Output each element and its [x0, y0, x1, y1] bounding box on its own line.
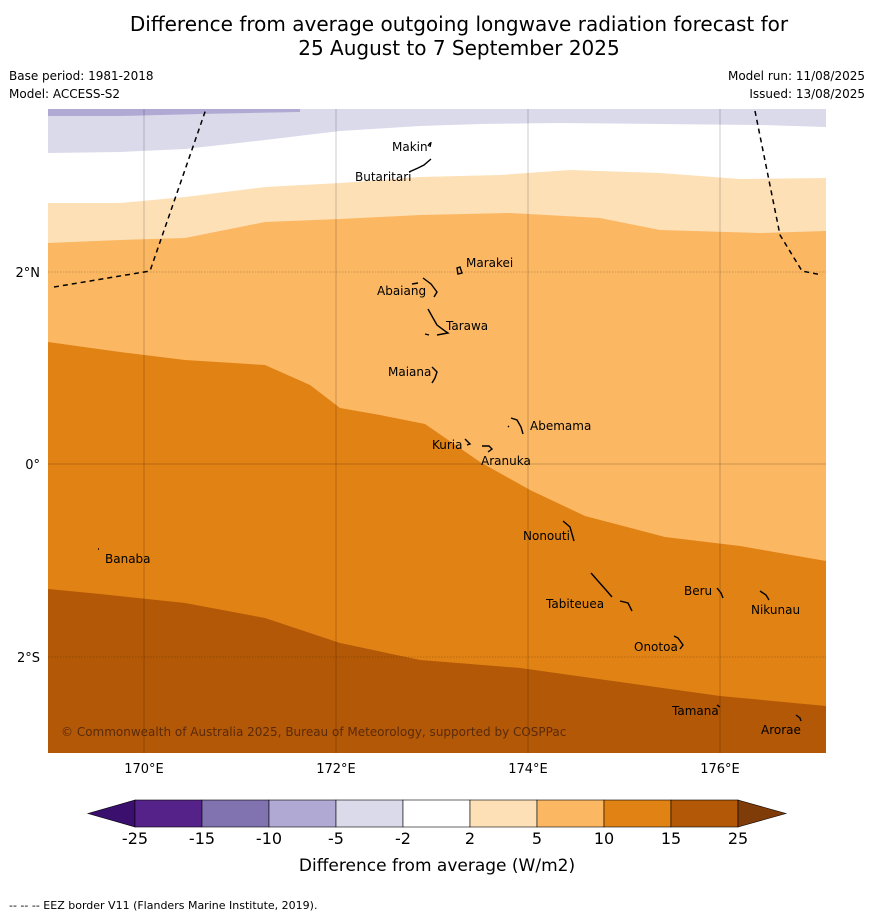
place-tamana: Tamana — [671, 704, 719, 718]
meta-left: Base period: 1981-2018 Model: ACCESS-S2 — [9, 67, 154, 103]
colorbar-tick-label: 5 — [532, 829, 542, 848]
island-nikunau — [759, 590, 770, 601]
colorbar-tick-label: 10 — [594, 829, 614, 848]
island-onotoa — [673, 635, 684, 650]
issued-date: Issued: 13/08/2025 — [749, 87, 865, 101]
colorbar-extend-low — [86, 799, 136, 828]
band-minus10-minus5 — [48, 109, 300, 116]
lat-labels: 2°N 0° 2°S — [16, 266, 41, 666]
place-banaba: Banaba — [105, 552, 151, 566]
place-maiana: Maiana — [388, 365, 431, 379]
island-arorae — [795, 714, 802, 722]
eez-footnote: -- -- -- EEZ border V11 (Flanders Marine… — [9, 899, 318, 912]
lon-label-170e: 170°E — [124, 762, 164, 777]
colorbar: -25 -15 -10 -5 -2 2 5 10 15 25 — [86, 799, 788, 848]
base-period: Base period: 1981-2018 — [9, 69, 154, 83]
island-outlines — [98, 141, 802, 722]
place-makin: Makin — [392, 140, 428, 154]
colorbar-tick-label: 2 — [465, 829, 475, 848]
island-tabiteuea — [590, 572, 633, 612]
colorbar-segment — [670, 799, 739, 828]
chart-title: Difference from average outgoing longwav… — [0, 12, 873, 60]
place-abemama: Abemama — [530, 419, 591, 433]
lat-label-2n: 2°N — [16, 266, 41, 281]
place-beru: Beru — [684, 584, 712, 598]
band-minus5-minus2 — [48, 109, 826, 153]
island-nonouti — [562, 520, 575, 542]
model-name: Model: ACCESS-S2 — [9, 87, 121, 101]
place-marakei: Marakei — [466, 256, 513, 270]
place-labels: Makin Butaritari Marakei Abaiang Tarawa … — [105, 140, 801, 737]
eez-border — [53, 109, 823, 288]
island-tamana — [716, 704, 721, 708]
colorbar-segment — [134, 799, 203, 828]
colorbar-tick-label: -10 — [256, 829, 282, 848]
colorbar-tick-label: 15 — [661, 829, 681, 848]
gridlines — [48, 109, 826, 753]
colorbar-tick-label: -5 — [328, 829, 344, 848]
island-tarawa — [424, 308, 450, 336]
colorbar-extend-high — [737, 799, 788, 828]
model-run: Model run: 11/08/2025 — [727, 69, 865, 83]
colorbar-segment — [536, 799, 605, 828]
place-aranuka: Aranuka — [481, 454, 531, 468]
colorbar-segment — [335, 799, 404, 828]
anomaly-field: Makin Butaritari Marakei Abaiang Tarawa … — [48, 109, 826, 753]
place-kuria: Kuria — [432, 438, 463, 452]
lon-label-172e: 172°E — [316, 762, 356, 777]
lat-label-0: 0° — [25, 458, 40, 473]
colorbar-tick-label: -25 — [122, 829, 148, 848]
lon-labels: 170°E 172°E 174°E 176°E — [124, 762, 740, 777]
place-tabiteuea: Tabiteuea — [545, 597, 604, 611]
colorbar-segment — [268, 799, 337, 828]
title-line-1: Difference from average outgoing longwav… — [129, 12, 789, 36]
island-beru — [716, 587, 724, 599]
place-onotoa: Onotoa — [634, 640, 678, 654]
colorbar-title: Difference from average (W/m2) — [299, 856, 575, 876]
island-butaritari — [408, 158, 432, 173]
copyright-notice: © Commonwealth of Australia 2025, Bureau… — [61, 725, 566, 739]
lon-label-174e: 174°E — [508, 762, 548, 777]
colorbar-tick-label: 25 — [728, 829, 748, 848]
island-makin — [427, 141, 432, 148]
island-abaiang — [411, 277, 438, 298]
place-arorae: Arorae — [761, 723, 801, 737]
place-tarawa: Tarawa — [445, 319, 488, 333]
place-abaiang: Abaiang — [377, 284, 426, 298]
colorbar-segment — [469, 799, 538, 828]
place-nikunau: Nikunau — [751, 603, 800, 617]
title-line-2: 25 August to 7 September 2025 — [298, 36, 620, 60]
colorbar-segment — [402, 799, 471, 828]
lon-label-176e: 176°E — [700, 762, 740, 777]
place-nonouti: Nonouti — [523, 529, 570, 543]
island-maiana — [431, 366, 438, 384]
colorbar-tick-label: -15 — [189, 829, 215, 848]
island-abemama — [507, 417, 524, 435]
colorbar-segment — [603, 799, 672, 828]
colorbar-segment — [201, 799, 270, 828]
colorbar-tick-label: -2 — [395, 829, 411, 848]
lat-label-2s: 2°S — [17, 651, 40, 666]
place-butaritari: Butaritari — [355, 170, 412, 184]
island-marakei — [456, 266, 463, 275]
meta-right: Model run: 11/08/2025 Issued: 13/08/2025 — [728, 67, 865, 103]
island-aranuka — [482, 445, 494, 453]
island-kuria — [464, 438, 472, 446]
